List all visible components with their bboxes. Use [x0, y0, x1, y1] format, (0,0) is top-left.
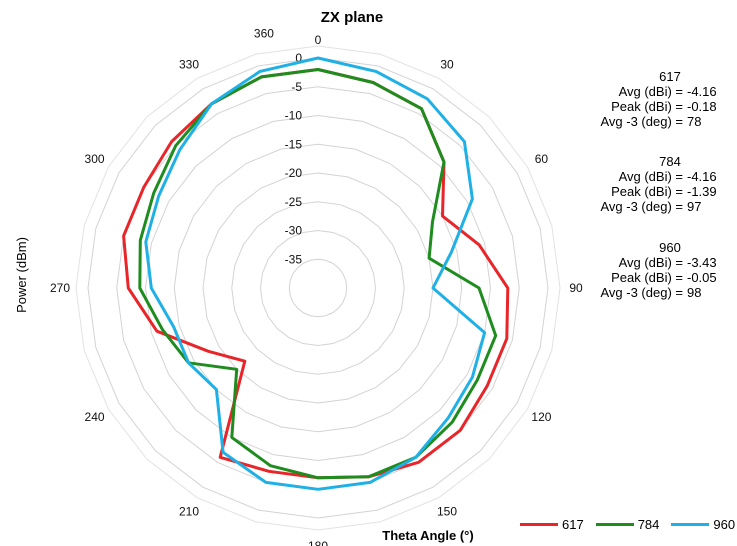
stat-title: 617: [659, 69, 681, 84]
series-lines: [122, 56, 510, 491]
stat-value: 78: [687, 114, 702, 129]
stat-row: Peak (dBi) = -1.39: [585, 184, 725, 199]
angle-tick-labels: 0 30 60 90 120 150 180 210 240 270 300 330 360: [50, 27, 583, 546]
stat-title: 960: [659, 240, 681, 255]
legend-swatch: [671, 522, 710, 526]
stat-label: Peak (dBi) =: [611, 99, 683, 114]
stat-row: Avg -3 (deg) = 97: [585, 199, 725, 214]
grid-ring: [288, 258, 348, 318]
angle-tick-label: 180: [308, 539, 328, 546]
legend-label: 617: [562, 516, 584, 532]
grid-ring: [116, 86, 520, 490]
stat-label: Peak (dBi) =: [611, 184, 683, 199]
y-axis-label: Power (dBm): [14, 237, 29, 313]
angle-tick-label: 30: [440, 58, 454, 72]
stat-value: -4.16: [687, 84, 717, 99]
radial-tick-label: -35: [285, 252, 303, 266]
grid-ring: [259, 229, 377, 347]
stat-row: Avg (dBi) = -3.43: [585, 255, 725, 270]
radial-tick-label: -15: [285, 137, 303, 151]
chart-title: ZX plane: [321, 9, 384, 26]
legend-label: 960: [713, 516, 736, 532]
angle-tick-label: 240: [85, 410, 105, 424]
stat-block-784: 784 Avg (dBi) = -4.16 Peak (dBi) = -1.39…: [585, 154, 725, 214]
radial-tick-label: -30: [285, 224, 303, 238]
stat-row: Peak (dBi) = -0.18: [585, 99, 725, 114]
stat-value: -0.05: [687, 270, 717, 285]
angle-tick-label: 300: [85, 152, 105, 166]
legend-label: 784: [637, 516, 660, 532]
radial-tick-label: -25: [285, 195, 303, 209]
stat-row: Peak (dBi) = -0.05: [585, 270, 725, 285]
x-axis-label: Theta Angle (°): [382, 528, 473, 543]
legend-item-617: 617: [520, 517, 584, 532]
angle-tick-label: 0: [315, 33, 322, 47]
grid-outer-ring: [75, 45, 561, 531]
legend-item-960: 960: [671, 517, 735, 532]
legend-swatch: [595, 522, 634, 526]
stat-value: 98: [687, 285, 702, 300]
grid-ring: [144, 114, 492, 462]
stat-row: Avg -3 (deg) = 78: [585, 114, 725, 129]
radial-tick-label: 0: [295, 51, 302, 65]
radial-tick-labels: 0 -5 -10 -15 -20 -25 -30 -35: [285, 51, 303, 266]
stat-value: -0.18: [687, 99, 717, 114]
stat-label: Avg (dBi) =: [618, 255, 683, 270]
stat-value: -4.16: [687, 169, 717, 184]
radial-tick-label: -10: [285, 109, 303, 123]
stat-title: 784: [659, 154, 681, 169]
angle-tick-label: 150: [437, 504, 457, 518]
grid-ring: [231, 201, 405, 375]
stat-value: -3.43: [687, 255, 717, 270]
angle-tick-label: 90: [569, 281, 583, 295]
series-line-784: [138, 68, 498, 480]
angle-tick-label: 60: [535, 152, 549, 166]
stat-label: Avg -3 (deg) =: [600, 114, 683, 129]
stat-label: Avg -3 (deg) =: [600, 285, 683, 300]
angle-tick-label: 360: [254, 27, 274, 41]
polar-grid: [75, 45, 561, 531]
stat-block-960: 960 Avg (dBi) = -3.43 Peak (dBi) = -0.05…: [585, 240, 725, 300]
stat-row: Avg (dBi) = -4.16: [585, 169, 725, 184]
stat-label: Avg (dBi) =: [618, 169, 683, 184]
radial-tick-label: -5: [291, 80, 302, 94]
stat-row: Avg -3 (deg) = 98: [585, 285, 725, 300]
angle-tick-label: 270: [50, 281, 70, 295]
stat-block-617: 617 Avg (dBi) = -4.16 Peak (dBi) = -0.18…: [585, 69, 725, 129]
legend-swatch: [520, 522, 558, 526]
grid-ring: [202, 172, 434, 404]
stat-label: Avg -3 (deg) =: [600, 199, 683, 214]
stat-label: Avg (dBi) =: [618, 84, 683, 99]
legend: 617 784 960: [520, 514, 735, 534]
angle-tick-label: 120: [531, 410, 551, 424]
stat-label: Peak (dBi) =: [611, 270, 683, 285]
angle-tick-label: 330: [179, 58, 199, 72]
grid-ring: [87, 57, 549, 519]
legend-item-784: 784: [595, 516, 660, 532]
series-line-960: [144, 56, 487, 491]
radial-tick-label: -20: [285, 166, 303, 180]
stat-row: Avg (dBi) = -4.16: [585, 84, 725, 99]
stat-value: 97: [687, 199, 702, 214]
angle-tick-label: 210: [179, 504, 199, 518]
stat-value: -1.39: [687, 184, 717, 199]
